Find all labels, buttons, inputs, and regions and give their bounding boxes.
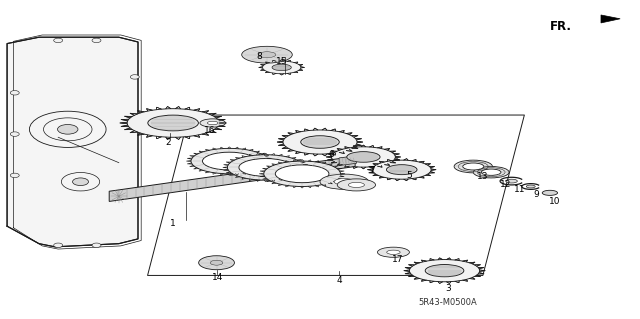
Ellipse shape	[54, 38, 63, 43]
Ellipse shape	[131, 189, 140, 194]
Ellipse shape	[301, 136, 339, 148]
Ellipse shape	[242, 46, 292, 63]
Ellipse shape	[58, 124, 78, 134]
Text: FR.: FR.	[550, 19, 572, 33]
Text: 17: 17	[392, 255, 404, 264]
Text: 1: 1	[170, 219, 176, 228]
Ellipse shape	[506, 179, 517, 183]
Ellipse shape	[262, 61, 301, 74]
Ellipse shape	[372, 160, 431, 179]
Polygon shape	[109, 156, 355, 201]
Ellipse shape	[348, 182, 364, 188]
Ellipse shape	[347, 152, 380, 162]
Ellipse shape	[425, 264, 464, 277]
Text: 5R43-M0500A: 5R43-M0500A	[419, 298, 477, 307]
Ellipse shape	[337, 179, 376, 191]
Ellipse shape	[454, 160, 492, 173]
Ellipse shape	[410, 260, 479, 282]
Text: 4: 4	[337, 276, 342, 285]
Ellipse shape	[334, 179, 355, 185]
Ellipse shape	[227, 155, 304, 180]
Ellipse shape	[92, 243, 101, 248]
Ellipse shape	[92, 38, 101, 43]
Ellipse shape	[211, 260, 223, 265]
Ellipse shape	[207, 121, 218, 125]
Ellipse shape	[463, 163, 484, 170]
Text: 12: 12	[499, 181, 511, 189]
Text: 14: 14	[212, 273, 223, 282]
Text: 10: 10	[549, 197, 561, 206]
Text: 15: 15	[276, 56, 287, 65]
Text: 2: 2	[165, 137, 171, 146]
Ellipse shape	[191, 148, 268, 174]
Ellipse shape	[332, 147, 396, 167]
Ellipse shape	[258, 52, 276, 58]
Ellipse shape	[10, 132, 19, 136]
Ellipse shape	[131, 75, 140, 79]
Text: 5: 5	[406, 171, 412, 180]
Ellipse shape	[131, 116, 140, 121]
Text: 7: 7	[369, 166, 375, 175]
Ellipse shape	[200, 119, 225, 127]
Ellipse shape	[72, 178, 88, 186]
Polygon shape	[601, 15, 620, 23]
Ellipse shape	[526, 185, 535, 188]
Text: 8: 8	[257, 52, 262, 61]
Ellipse shape	[378, 247, 410, 257]
Ellipse shape	[320, 174, 369, 189]
Polygon shape	[7, 37, 138, 247]
Text: 9: 9	[533, 190, 539, 199]
Ellipse shape	[54, 243, 63, 248]
Ellipse shape	[10, 173, 19, 178]
Polygon shape	[339, 156, 356, 166]
Ellipse shape	[239, 159, 292, 176]
Ellipse shape	[198, 256, 234, 270]
Ellipse shape	[542, 190, 557, 196]
Ellipse shape	[387, 250, 400, 254]
Ellipse shape	[387, 165, 417, 174]
Text: 13: 13	[476, 173, 488, 182]
Ellipse shape	[10, 91, 19, 95]
Ellipse shape	[283, 130, 357, 154]
Text: 16: 16	[204, 126, 216, 135]
Text: 11: 11	[513, 185, 525, 194]
Ellipse shape	[148, 115, 198, 131]
Text: 6: 6	[328, 150, 334, 159]
Ellipse shape	[202, 152, 256, 170]
Ellipse shape	[264, 161, 340, 187]
Ellipse shape	[481, 169, 501, 175]
Ellipse shape	[127, 109, 219, 137]
Ellipse shape	[272, 64, 291, 70]
Ellipse shape	[473, 167, 509, 178]
Text: 3: 3	[445, 284, 451, 293]
Ellipse shape	[275, 165, 329, 183]
